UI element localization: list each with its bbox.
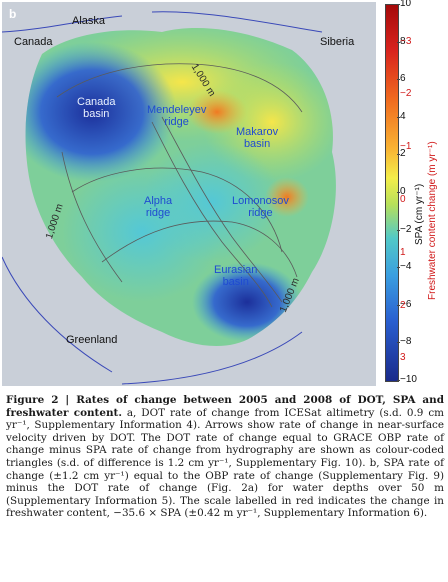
spa-tick-mark bbox=[397, 229, 400, 231]
label-canada: Canada bbox=[14, 36, 53, 48]
spa-tick: 6 bbox=[400, 73, 406, 85]
spa-tick-mark bbox=[397, 41, 400, 43]
spa-tick-mark bbox=[397, 154, 400, 156]
freshwater-tick: −2 bbox=[400, 88, 412, 100]
freshwater-axis-label: Freshwater content change (m yr⁻¹) bbox=[427, 141, 438, 300]
spa-tick: 2 bbox=[400, 148, 406, 160]
spa-tick-mark bbox=[397, 4, 400, 5]
label-greenland: Greenland bbox=[66, 334, 118, 346]
spa-tick: −6 bbox=[400, 298, 412, 310]
spa-tick: −10 bbox=[400, 374, 417, 385]
colorbar bbox=[385, 4, 399, 382]
spa-tick: 4 bbox=[400, 110, 406, 122]
depth-contours bbox=[56, 63, 303, 308]
freshwater-tick: 2 bbox=[400, 299, 406, 311]
spa-tick-mark bbox=[397, 116, 400, 118]
label-eurasian-basin: Eurasian basin bbox=[214, 264, 258, 288]
arctic-map: b Alaska Canada Siberia Greenland Canada… bbox=[2, 2, 376, 386]
label-lomonosov-ridge: Lomonosov ridge bbox=[232, 195, 289, 219]
figure-caption: Figure 2 | Rates of change between 2005 … bbox=[6, 394, 444, 520]
freshwater-tick: −3 bbox=[400, 35, 412, 47]
panel-letter: b bbox=[9, 7, 17, 21]
label-mendeleyev-ridge: Mendeleyev ridge bbox=[147, 104, 207, 128]
freshwater-tick: 1 bbox=[400, 246, 406, 258]
spa-tick: −4 bbox=[400, 261, 412, 273]
spa-tick: 0 bbox=[400, 186, 406, 197]
freshwater-tick: 3 bbox=[400, 352, 406, 364]
label-canada-basin: Canada basin bbox=[77, 96, 116, 120]
spa-tick-mark bbox=[397, 79, 400, 81]
spa-tick-mark bbox=[397, 192, 400, 193]
spa-axis-label: SPA (cm yr⁻¹) bbox=[414, 183, 425, 245]
spa-tick-mark bbox=[397, 267, 400, 269]
label-siberia: Siberia bbox=[320, 36, 355, 48]
spa-tick-mark bbox=[397, 380, 400, 381]
freshwater-tick: 0 bbox=[400, 194, 406, 205]
coastline bbox=[2, 11, 323, 385]
caption-title: Figure 2 | Rates of change between 2005 … bbox=[6, 394, 444, 419]
spa-tick: −2 bbox=[400, 223, 412, 235]
caption-body: a, DOT rate of change from ICESat altime… bbox=[6, 406, 444, 520]
spa-tick: −8 bbox=[400, 336, 412, 348]
spa-tick-mark bbox=[397, 304, 400, 306]
figure-panel-b: b Alaska Canada Siberia Greenland Canada… bbox=[2, 0, 438, 386]
label-makarov-basin: Makarov basin bbox=[236, 126, 279, 150]
map-graphic bbox=[2, 2, 376, 386]
spa-tick-mark bbox=[397, 342, 400, 344]
label-alpha-ridge: Alpha ridge bbox=[144, 195, 173, 219]
label-alaska: Alaska bbox=[72, 15, 106, 27]
freshwater-tick: −1 bbox=[400, 141, 412, 153]
spa-tick: 10 bbox=[400, 0, 412, 9]
spa-tick: 8 bbox=[400, 35, 406, 47]
